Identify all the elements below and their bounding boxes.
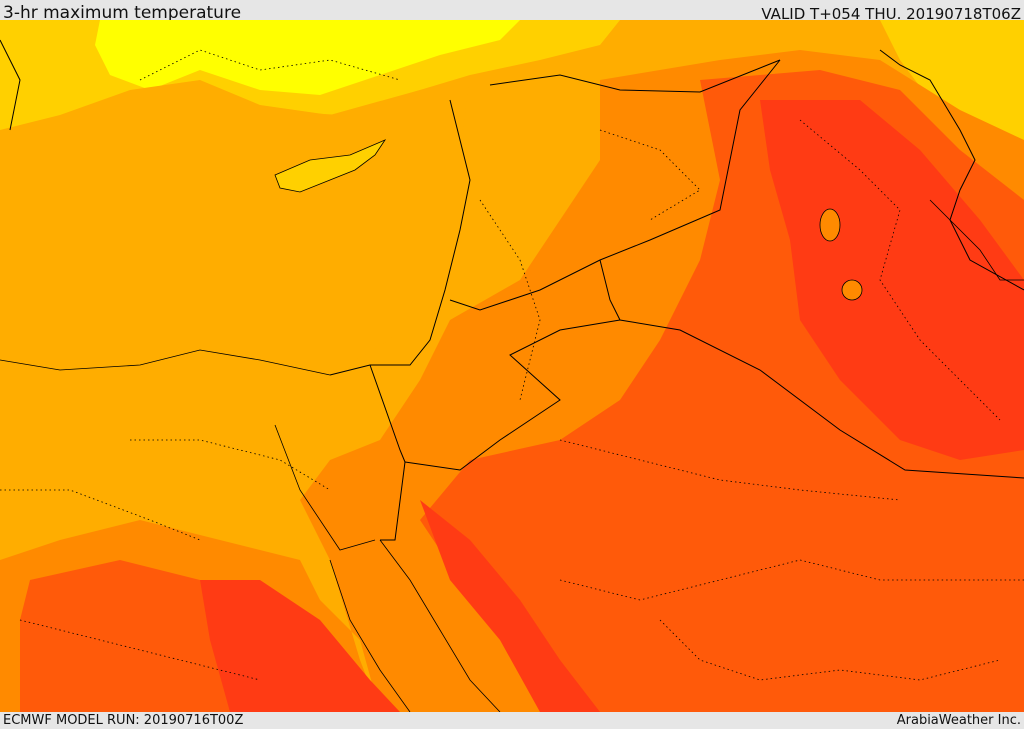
temp-zone-coolest [95, 20, 520, 95]
cyprus-island [274, 139, 387, 193]
valid-time: VALID T+054 THU. 20190718T06Z [761, 5, 1021, 23]
footer-bar: ECMWF MODEL RUN: 20190716T00Z ArabiaWeat… [0, 712, 1024, 729]
temp-zone-very-hot-red-sea [420, 500, 600, 712]
map-title: 3-hr maximum temperature [3, 3, 242, 23]
internal-borders [0, 49, 1024, 681]
model-run: ECMWF MODEL RUN: 20190716T00Z [3, 713, 244, 728]
coastlines [0, 199, 1024, 712]
temperature-map [0, 20, 1024, 712]
temp-zone-very-hot [760, 100, 1024, 460]
country-borders [0, 39, 1024, 541]
credit-label: ArabiaWeather Inc. [896, 713, 1021, 728]
temp-zone-very-hot-sw [200, 580, 400, 712]
lake-tharthar [819, 208, 841, 242]
header-bar: 3-hr maximum temperature VALID T+054 THU… [0, 0, 1024, 23]
lake-razzaza [841, 279, 863, 301]
